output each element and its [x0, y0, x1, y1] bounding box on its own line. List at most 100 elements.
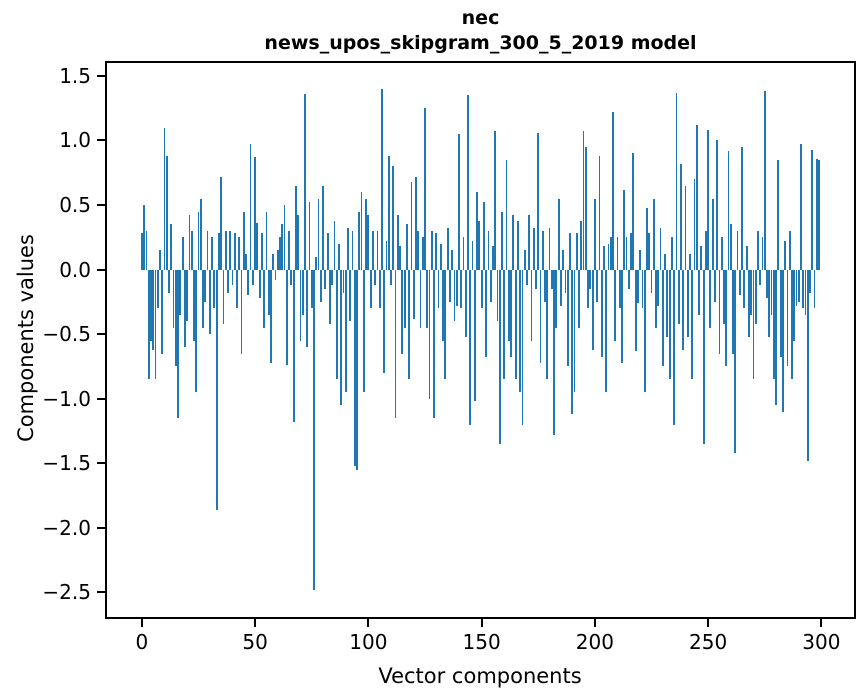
- bar: [211, 237, 213, 270]
- bar: [473, 269, 476, 402]
- bar: [324, 269, 327, 289]
- bar: [661, 269, 664, 367]
- bar: [190, 230, 193, 270]
- bar: [725, 269, 728, 367]
- bar: [646, 207, 648, 270]
- y-tick-label: 0.5: [59, 193, 91, 218]
- bar: [202, 269, 204, 328]
- bar: [530, 269, 533, 341]
- bar: [544, 269, 546, 302]
- bar: [587, 269, 589, 309]
- bar: [492, 246, 494, 270]
- bar: [444, 269, 447, 380]
- bar: [455, 269, 458, 306]
- y-tick-label: −1.5: [42, 451, 91, 476]
- bar: [650, 269, 653, 293]
- bar: [707, 130, 710, 270]
- bar: [666, 269, 669, 337]
- x-tick-mark: [140, 619, 143, 627]
- bar: [163, 127, 166, 270]
- bar: [319, 269, 322, 302]
- bar: [313, 269, 315, 590]
- bar: [748, 269, 750, 337]
- bar: [784, 241, 787, 270]
- bar: [757, 230, 759, 270]
- bar: [317, 198, 320, 270]
- bar: [372, 230, 374, 270]
- y-axis-label: Components values: [14, 234, 38, 442]
- bar: [274, 269, 277, 280]
- bar: [297, 215, 300, 270]
- chart-title-block: nec news_upos_skipgram_300_5_2019 model: [107, 6, 854, 56]
- bar: [272, 254, 275, 270]
- bar: [709, 269, 712, 328]
- bar: [204, 269, 207, 302]
- bar: [786, 269, 789, 367]
- bar: [184, 269, 186, 348]
- bar: [612, 112, 614, 270]
- bar: [668, 269, 671, 380]
- bar: [231, 269, 234, 286]
- bar: [795, 269, 798, 306]
- bar: [510, 269, 512, 358]
- bar: [247, 269, 250, 296]
- bar: [374, 269, 377, 286]
- bar: [670, 237, 673, 270]
- bar: [623, 189, 626, 270]
- bar: [254, 157, 257, 270]
- bar: [301, 269, 304, 315]
- bar: [338, 243, 340, 270]
- bar: [489, 269, 492, 302]
- bar: [714, 269, 716, 302]
- bar: [657, 269, 660, 306]
- bar: [242, 211, 245, 270]
- bar: [501, 211, 503, 270]
- bar: [664, 254, 666, 270]
- bar: [618, 269, 621, 309]
- bar: [322, 185, 324, 270]
- x-tick-label: 0: [135, 630, 149, 654]
- bar: [290, 269, 293, 286]
- bar: [609, 237, 612, 270]
- plot-area: [107, 63, 854, 617]
- bar: [458, 134, 460, 270]
- bar: [347, 228, 349, 270]
- bar: [641, 269, 644, 309]
- bar: [437, 269, 440, 309]
- bar: [793, 269, 796, 341]
- bar: [806, 269, 809, 461]
- bar: [292, 269, 295, 422]
- bar: [526, 269, 528, 286]
- y-tick-label: 1.5: [59, 63, 91, 88]
- bar: [179, 269, 182, 315]
- bar: [394, 269, 397, 419]
- bar: [258, 269, 261, 299]
- bar: [482, 202, 485, 270]
- bar: [809, 269, 811, 293]
- bar: [743, 269, 746, 309]
- bar: [206, 230, 209, 270]
- bar: [523, 250, 526, 270]
- bar: [229, 230, 232, 270]
- bar: [546, 269, 549, 380]
- bar: [700, 246, 703, 270]
- bar: [519, 269, 522, 393]
- bar: [621, 269, 623, 363]
- bar: [815, 158, 818, 270]
- y-tick-mark: [97, 333, 105, 336]
- bar: [514, 269, 517, 380]
- bar: [745, 246, 748, 270]
- bar: [643, 269, 646, 393]
- bar: [199, 198, 202, 270]
- bar: [279, 237, 281, 270]
- bar: [598, 155, 601, 270]
- bar: [779, 269, 782, 358]
- bar: [451, 250, 454, 270]
- bar: [503, 269, 506, 380]
- bar: [562, 250, 565, 270]
- bar: [802, 269, 805, 309]
- bar: [236, 269, 238, 309]
- bar: [496, 269, 499, 322]
- y-tick-mark: [97, 591, 105, 594]
- x-tick-label: 250: [689, 630, 728, 654]
